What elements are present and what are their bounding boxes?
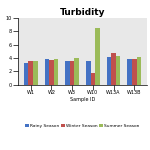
- Bar: [91, 73, 95, 85]
- Bar: [65, 61, 70, 85]
- Legend: Rainy Season, Winter Season, Summer Season: Rainy Season, Winter Season, Summer Seas…: [25, 124, 140, 128]
- Bar: [28, 61, 33, 85]
- Bar: [95, 28, 100, 85]
- Bar: [107, 57, 111, 85]
- Bar: [33, 61, 38, 85]
- Bar: [111, 53, 116, 85]
- Bar: [54, 59, 58, 85]
- Bar: [137, 57, 141, 85]
- Bar: [132, 59, 137, 85]
- X-axis label: Sample ID: Sample ID: [70, 97, 95, 102]
- Bar: [86, 61, 91, 85]
- Bar: [74, 58, 79, 85]
- Bar: [49, 60, 54, 85]
- Bar: [24, 63, 28, 85]
- Title: Turbidity: Turbidity: [60, 8, 105, 17]
- Bar: [128, 59, 132, 85]
- Bar: [70, 61, 74, 85]
- Bar: [45, 59, 49, 85]
- Bar: [116, 56, 120, 85]
